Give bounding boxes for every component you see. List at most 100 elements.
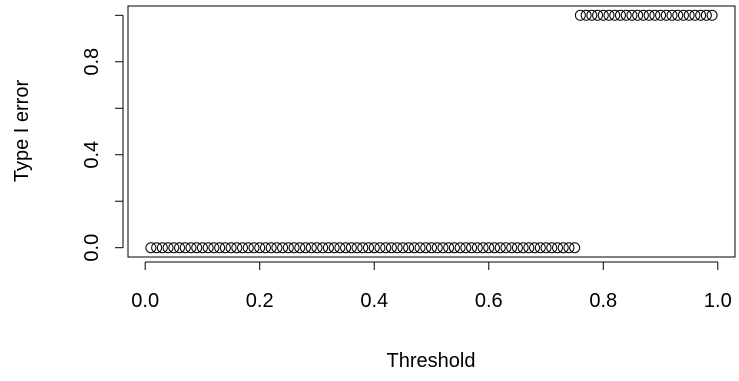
x-tick-label: 0.4 xyxy=(360,290,388,312)
data-point xyxy=(351,242,363,254)
data-point xyxy=(689,9,701,21)
data-point xyxy=(431,242,443,254)
data-point xyxy=(156,242,168,254)
data-point xyxy=(408,242,420,254)
y-axis: 0.0 0.4 0.8 xyxy=(81,14,124,262)
data-point xyxy=(380,242,392,254)
data-point xyxy=(609,9,621,21)
data-point xyxy=(551,242,563,254)
y-tick-label: 0.4 xyxy=(81,141,103,169)
data-point xyxy=(311,242,323,254)
data-point xyxy=(632,9,644,21)
data-point xyxy=(185,242,197,254)
data-point xyxy=(237,242,249,254)
data-point xyxy=(214,242,226,254)
data-point xyxy=(517,242,529,254)
data-point xyxy=(540,242,552,254)
data-point xyxy=(706,9,718,21)
data-point xyxy=(563,242,575,254)
data-point xyxy=(397,242,409,254)
data-point xyxy=(191,242,203,254)
data-point xyxy=(202,242,214,254)
data-point xyxy=(683,9,695,21)
data-point xyxy=(248,242,260,254)
y-axis-label: Type I error xyxy=(11,80,33,183)
data-point xyxy=(300,242,312,254)
data-point xyxy=(437,242,449,254)
data-point xyxy=(443,242,455,254)
y-tick-label: 0.0 xyxy=(81,234,103,262)
data-point xyxy=(288,242,300,254)
data-point xyxy=(649,9,661,21)
data-point xyxy=(500,242,512,254)
data-point xyxy=(569,242,581,254)
data-point xyxy=(231,242,243,254)
data-point xyxy=(174,242,186,254)
data-point xyxy=(334,242,346,254)
data-point xyxy=(466,242,478,254)
data-point xyxy=(511,242,523,254)
data-point xyxy=(259,242,271,254)
data-point xyxy=(420,242,432,254)
data-point xyxy=(557,242,569,254)
data-point xyxy=(196,242,208,254)
data-point xyxy=(208,242,220,254)
data-point xyxy=(483,242,495,254)
data-point xyxy=(523,242,535,254)
x-tick-label: 1.0 xyxy=(704,290,732,312)
x-axis: 0.0 0.2 0.4 0.6 0.8 1.0 xyxy=(131,261,732,312)
data-point xyxy=(597,9,609,21)
data-point xyxy=(460,242,472,254)
data-point xyxy=(368,242,380,254)
data-point xyxy=(666,9,678,21)
data-point xyxy=(695,9,707,21)
plot-box xyxy=(127,5,736,258)
data-point xyxy=(506,242,518,254)
data-point xyxy=(534,242,546,254)
data-point xyxy=(151,242,163,254)
data-point xyxy=(586,9,598,21)
data-point xyxy=(672,9,684,21)
data-point xyxy=(271,242,283,254)
data-point xyxy=(614,9,626,21)
data-point xyxy=(345,242,357,254)
data-point xyxy=(403,242,415,254)
y-tick-label: 0.8 xyxy=(81,48,103,76)
data-point xyxy=(385,242,397,254)
data-point xyxy=(494,242,506,254)
data-point xyxy=(580,9,592,21)
data-point xyxy=(219,242,231,254)
data-point xyxy=(242,242,254,254)
data-point xyxy=(620,9,632,21)
data-point xyxy=(643,9,655,21)
data-point xyxy=(357,242,369,254)
data-point xyxy=(179,242,191,254)
data-point xyxy=(477,242,489,254)
x-tick-label: 0.0 xyxy=(131,290,159,312)
data-point xyxy=(655,9,667,21)
data-point xyxy=(574,9,586,21)
data-point xyxy=(592,9,604,21)
data-point xyxy=(488,242,500,254)
x-tick-label: 0.2 xyxy=(246,290,274,312)
data-point xyxy=(471,242,483,254)
data-point xyxy=(637,9,649,21)
data-point xyxy=(454,242,466,254)
data-point xyxy=(529,242,541,254)
data-point xyxy=(277,242,289,254)
data-point xyxy=(162,242,174,254)
data-point xyxy=(328,242,340,254)
data-point xyxy=(265,242,277,254)
x-tick-label: 0.8 xyxy=(589,290,617,312)
data-point xyxy=(294,242,306,254)
data-point xyxy=(426,242,437,254)
x-tick-label: 0.6 xyxy=(475,290,503,312)
data-points xyxy=(145,9,718,254)
data-point xyxy=(305,242,317,254)
data-point xyxy=(340,242,352,254)
data-point xyxy=(660,9,672,21)
data-point xyxy=(322,242,334,254)
data-point xyxy=(546,242,558,254)
data-point xyxy=(363,242,375,254)
